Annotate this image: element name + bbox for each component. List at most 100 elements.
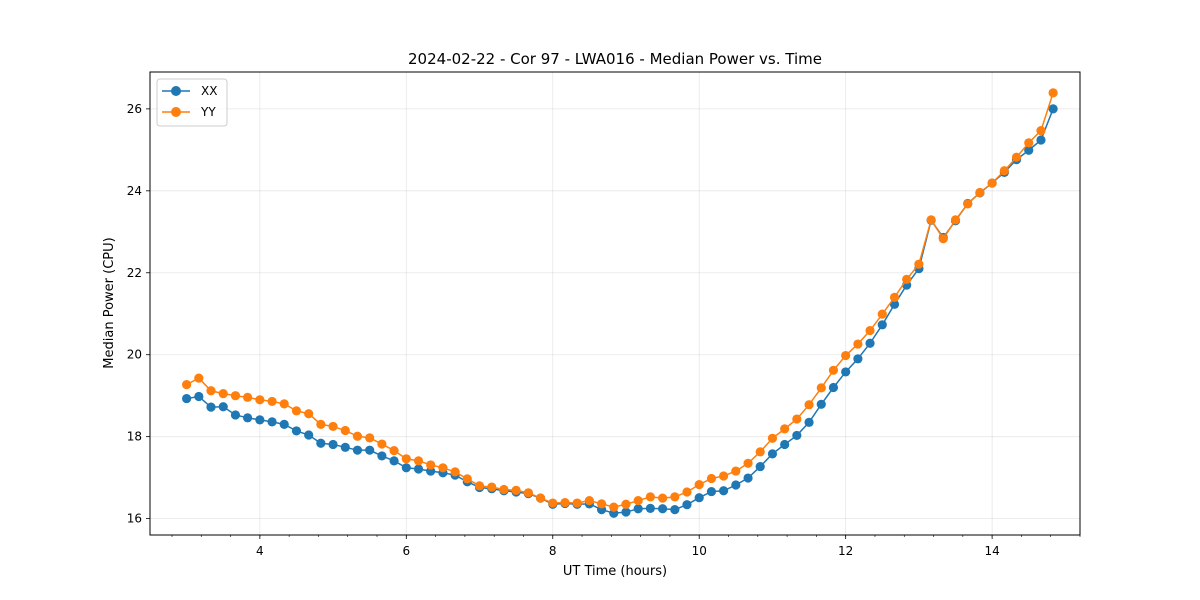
data-point-xx (279, 419, 289, 429)
data-point-yy (865, 325, 875, 336)
data-point-yy (767, 433, 778, 443)
y-tick-label: 16 (127, 512, 142, 526)
data-point-xx (682, 500, 692, 510)
data-point-yy (389, 445, 399, 456)
data-point-yy (645, 492, 655, 502)
data-point-xx (267, 417, 277, 427)
data-point-yy (218, 389, 228, 399)
data-point-xx (780, 439, 790, 450)
data-point-yy (694, 480, 704, 490)
data-point-xx (755, 461, 765, 472)
data-point-yy (816, 383, 826, 393)
data-point-yy (438, 463, 448, 473)
data-point-yy (828, 365, 839, 375)
data-point-yy (560, 498, 570, 508)
data-point-xx (401, 463, 411, 473)
data-point-yy (291, 406, 302, 416)
data-point-yy (963, 199, 973, 209)
data-point-yy (975, 187, 985, 198)
data-point-yy (401, 454, 411, 464)
y-tick-label: 18 (127, 430, 142, 444)
data-point-yy (413, 456, 424, 466)
legend-marker-xx (171, 86, 181, 96)
data-point-xx (413, 464, 424, 474)
data-point-yy (609, 502, 619, 512)
data-point-xx (328, 439, 338, 450)
data-point-yy (658, 493, 668, 503)
data-point-yy (548, 498, 558, 508)
data-point-yy (206, 386, 216, 396)
data-point-yy (230, 391, 241, 401)
data-point-xx (255, 415, 265, 425)
data-point-yy (682, 487, 692, 497)
x-tick-label: 14 (984, 544, 999, 558)
data-point-yy (1024, 138, 1034, 148)
data-point-xx (658, 504, 668, 514)
data-point-yy (987, 178, 997, 188)
data-point-xx (865, 338, 875, 348)
y-tick-label: 20 (127, 348, 142, 362)
data-point-yy (1011, 152, 1022, 162)
data-point-yy (267, 396, 277, 407)
data-point-xx (218, 402, 228, 412)
data-point-yy (340, 425, 350, 436)
data-point-yy (999, 166, 1009, 176)
data-point-yy (877, 309, 887, 319)
y-tick-label: 26 (127, 102, 142, 116)
data-point-xx (304, 430, 314, 440)
data-point-xx (841, 367, 851, 377)
data-point-yy (352, 431, 363, 441)
data-point-xx (645, 503, 655, 513)
data-point-yy (926, 215, 936, 225)
data-point-yy (474, 481, 485, 491)
data-point-yy (706, 473, 717, 484)
series-layer (182, 88, 1058, 518)
data-point-xx (182, 393, 192, 404)
data-point-yy (755, 447, 765, 457)
data-point-yy (792, 414, 802, 424)
data-point-xx (706, 486, 717, 497)
data-point-yy (255, 395, 265, 405)
y-axis-label: Median Power (CPU) (102, 237, 117, 368)
legend-marker-yy (171, 107, 181, 117)
plot-frame (149, 71, 1081, 536)
data-point-yy (487, 482, 497, 492)
data-point-yy (1048, 88, 1058, 98)
data-point-xx (291, 426, 302, 436)
data-point-xx (377, 451, 387, 461)
data-point-xx (194, 391, 204, 402)
data-point-yy (670, 492, 680, 502)
data-point-yy (243, 392, 253, 402)
data-point-yy (914, 259, 924, 269)
data-point-xx (889, 299, 900, 309)
data-point-yy (377, 439, 387, 449)
x-axis-label: UT Time (hours) (563, 564, 667, 579)
data-point-xx (316, 438, 326, 448)
data-point-yy (316, 419, 326, 429)
data-point-yy (572, 498, 582, 508)
data-point-yy (731, 466, 741, 476)
data-point-xx (743, 473, 753, 483)
data-point-yy (450, 467, 460, 477)
ticks: 4 6 8 10 12 14 16 18 20 22 24 26 (127, 102, 1081, 558)
data-point-xx (206, 402, 216, 412)
data-point-xx (767, 449, 778, 459)
data-point-yy (194, 373, 204, 383)
data-point-yy (182, 380, 192, 390)
data-point-xx (1024, 145, 1034, 155)
x-tick-label: 12 (838, 544, 853, 558)
y-tick-label: 22 (127, 266, 142, 280)
data-point-yy (950, 215, 961, 225)
data-point-yy (633, 495, 643, 506)
data-point-yy (889, 292, 900, 302)
data-point-yy (511, 485, 521, 495)
x-tick-label: 8 (549, 544, 557, 558)
series-yy (182, 88, 1058, 512)
data-point-xx (352, 445, 363, 455)
data-point-yy (365, 433, 375, 443)
data-point-yy (462, 474, 472, 484)
data-point-xx (621, 507, 631, 517)
data-point-xx (389, 456, 399, 466)
y-tick-label: 24 (127, 184, 142, 198)
data-point-yy (535, 493, 546, 503)
